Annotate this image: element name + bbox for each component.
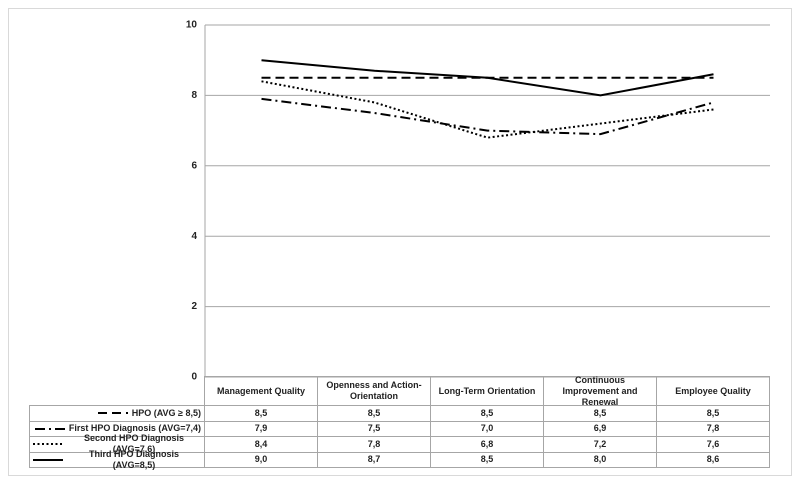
chart-frame [8, 8, 792, 476]
table-value: 8,5 [204, 405, 318, 422]
table-value: 8,6 [656, 451, 770, 468]
legend-cell: Third HPO Diagnosis (AVG=8,5) [29, 448, 205, 470]
legend-cell: HPO (AVG ≥ 8,5) [29, 405, 205, 422]
table-header: Long-Term Orientation [430, 376, 544, 406]
table-value: 7,0 [430, 420, 544, 437]
table-value: 8,5 [656, 405, 770, 422]
legend-label: Third HPO Diagnosis (AVG=8,5) [88, 448, 179, 470]
table-value: 8,5 [317, 405, 431, 422]
table-value: 8,5 [430, 451, 544, 468]
table-value: 9,0 [204, 451, 318, 468]
legend-label: Second HPO Diagnosis (AVG=7,6) [83, 433, 185, 455]
legend-key [97, 412, 128, 415]
legend-key [34, 427, 65, 430]
series-line [261, 80, 714, 139]
table-value: 8,5 [543, 405, 657, 422]
table-value: 7,8 [317, 436, 431, 453]
y-tick-label: 2 [191, 301, 197, 312]
y-tick-label: 0 [191, 372, 197, 383]
series-line [261, 97, 714, 136]
table-value: 7,9 [204, 420, 318, 437]
table-value: 6,9 [543, 420, 657, 437]
table-value: 7,6 [656, 436, 770, 453]
table-header: Openness and Action-Orientation [317, 376, 431, 406]
y-tick-label: 6 [191, 160, 197, 171]
table-value: 7,2 [543, 436, 657, 453]
table-value: 8,7 [317, 451, 431, 468]
legend-key [33, 443, 63, 446]
table-header: Management Quality [204, 376, 318, 406]
y-tick-label: 4 [191, 231, 197, 242]
table-value: 7,8 [656, 420, 770, 437]
table-value: 8,4 [204, 436, 318, 453]
legend-label: First HPO Diagnosis (AVG=7,4) [68, 423, 201, 434]
table-header: Continuous Improvement and Renewal [543, 375, 657, 407]
table-header: Employee Quality [656, 376, 770, 406]
table-value: 7,5 [317, 420, 431, 437]
series-line [261, 59, 714, 97]
table-value: 8,5 [430, 405, 544, 422]
y-tick-label: 8 [191, 90, 197, 101]
y-tick-label: 10 [186, 20, 198, 31]
legend-label: HPO (AVG ≥ 8,5) [131, 407, 201, 418]
table-value: 8,0 [543, 451, 657, 468]
table-value: 6,8 [430, 436, 544, 453]
legend-key [33, 458, 63, 461]
